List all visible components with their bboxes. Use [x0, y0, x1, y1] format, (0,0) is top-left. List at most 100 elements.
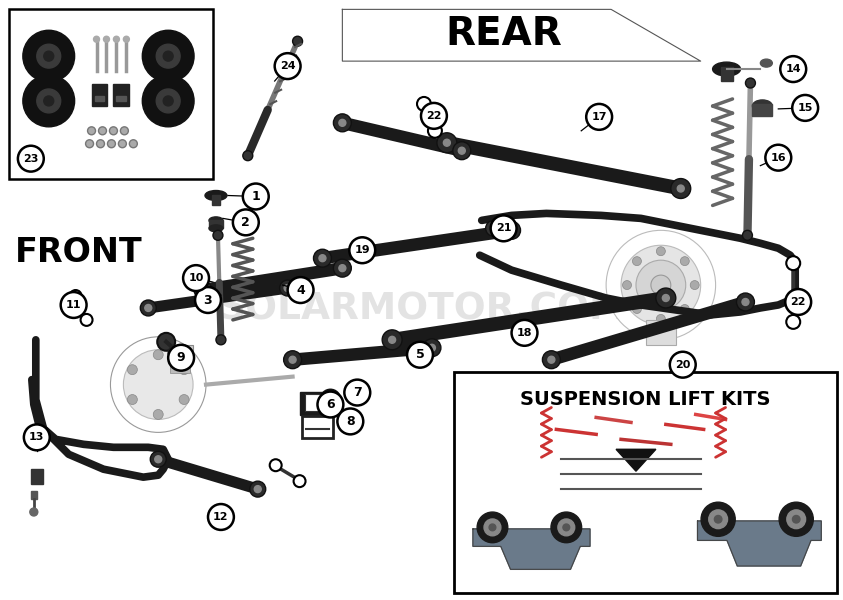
Circle shape [344, 380, 370, 406]
Circle shape [37, 89, 61, 113]
Circle shape [123, 36, 129, 42]
Circle shape [671, 179, 690, 199]
Bar [31, 491, 37, 499]
Bar [753, 104, 772, 116]
Circle shape [110, 337, 206, 433]
Circle shape [787, 315, 800, 329]
Circle shape [586, 104, 612, 130]
Bar [114, 84, 129, 106]
Circle shape [680, 257, 690, 266]
Circle shape [104, 36, 110, 42]
Text: 11: 11 [66, 300, 82, 310]
Text: 2: 2 [241, 216, 250, 229]
Circle shape [551, 512, 582, 543]
Text: 1: 1 [251, 190, 260, 203]
Circle shape [428, 124, 442, 138]
Circle shape [121, 127, 128, 135]
Circle shape [194, 281, 212, 299]
Text: 21: 21 [496, 223, 512, 233]
Circle shape [349, 237, 375, 263]
Circle shape [289, 356, 296, 363]
Circle shape [339, 119, 346, 127]
Circle shape [179, 365, 189, 374]
Bar [9, 10, 213, 179]
Text: 3: 3 [204, 293, 212, 307]
Circle shape [490, 225, 497, 232]
Bar [454, 371, 837, 593]
Text: 23: 23 [23, 154, 39, 164]
Text: SOLARMOTOR.COM: SOLARMOTOR.COM [217, 292, 626, 328]
Circle shape [792, 515, 800, 523]
Circle shape [491, 215, 517, 241]
Circle shape [407, 342, 433, 368]
Circle shape [486, 220, 502, 236]
Circle shape [96, 140, 105, 148]
Text: 10: 10 [188, 273, 204, 283]
Circle shape [382, 330, 402, 350]
Text: 9: 9 [177, 351, 185, 364]
Circle shape [293, 36, 303, 46]
Circle shape [680, 305, 690, 313]
Circle shape [44, 51, 54, 61]
Circle shape [484, 519, 501, 536]
Circle shape [107, 140, 115, 148]
Polygon shape [616, 449, 656, 471]
Circle shape [153, 350, 164, 360]
Bar [92, 84, 107, 106]
Text: 22: 22 [427, 111, 442, 121]
Circle shape [179, 395, 189, 404]
Circle shape [787, 510, 806, 529]
FancyBboxPatch shape [169, 345, 193, 363]
Circle shape [743, 230, 753, 240]
Text: 19: 19 [354, 245, 370, 255]
Circle shape [23, 75, 75, 127]
Circle shape [164, 96, 173, 106]
FancyBboxPatch shape [302, 416, 333, 439]
Circle shape [437, 133, 457, 152]
Circle shape [200, 287, 207, 293]
Bar [721, 67, 733, 81]
Circle shape [781, 56, 806, 82]
Circle shape [153, 409, 164, 419]
Circle shape [621, 245, 701, 325]
Circle shape [663, 295, 669, 301]
Text: 13: 13 [30, 433, 45, 442]
Circle shape [421, 103, 447, 129]
Text: 12: 12 [213, 512, 228, 522]
Circle shape [765, 145, 792, 170]
Text: 8: 8 [346, 415, 355, 428]
Circle shape [61, 292, 87, 318]
Circle shape [606, 230, 716, 340]
Circle shape [558, 519, 575, 536]
Circle shape [213, 230, 223, 240]
Circle shape [417, 97, 431, 111]
Text: 15: 15 [797, 103, 813, 113]
Text: FRONT: FRONT [15, 236, 142, 269]
Circle shape [636, 260, 685, 310]
Ellipse shape [205, 191, 227, 200]
Circle shape [320, 389, 341, 409]
Circle shape [443, 139, 450, 146]
Ellipse shape [760, 59, 772, 67]
Circle shape [333, 259, 352, 277]
Bar [31, 469, 43, 484]
Circle shape [339, 265, 346, 272]
Circle shape [512, 320, 538, 346]
Circle shape [314, 249, 331, 267]
Circle shape [287, 277, 314, 303]
Circle shape [337, 409, 363, 434]
Bar [209, 220, 223, 229]
Circle shape [142, 75, 194, 127]
Circle shape [389, 337, 395, 343]
Circle shape [118, 140, 126, 148]
Circle shape [670, 352, 695, 377]
Circle shape [333, 114, 352, 132]
Text: 18: 18 [517, 328, 532, 338]
Text: 24: 24 [280, 61, 295, 71]
FancyBboxPatch shape [299, 392, 330, 415]
Circle shape [81, 314, 93, 326]
Circle shape [477, 512, 507, 543]
Circle shape [250, 481, 266, 497]
Circle shape [280, 280, 296, 296]
Circle shape [742, 299, 749, 305]
